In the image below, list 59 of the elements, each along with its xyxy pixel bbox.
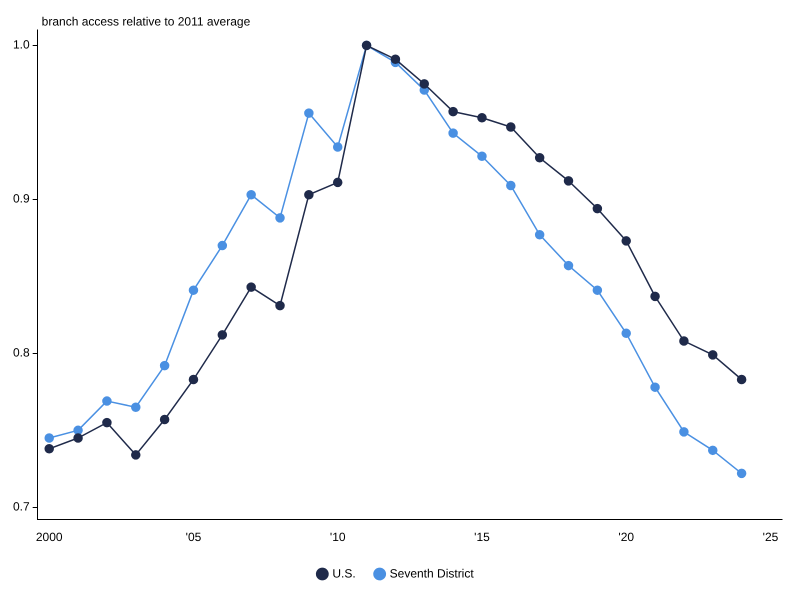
y-tick-label: 0.8	[12, 346, 30, 360]
point	[448, 106, 458, 116]
point	[679, 427, 689, 437]
x-tick-label: '15	[474, 530, 490, 544]
legend-label: Seventh District	[390, 566, 474, 580]
point	[650, 292, 660, 302]
point	[332, 178, 342, 188]
point	[44, 444, 54, 454]
x-tick-label: '05	[186, 530, 202, 544]
point	[390, 54, 400, 64]
point	[304, 108, 314, 118]
x-tick-label: 2000	[36, 530, 63, 544]
point	[188, 285, 198, 295]
point	[679, 336, 689, 346]
y-tick-label: 0.9	[12, 192, 30, 206]
legend-label: U.S.	[332, 566, 356, 580]
point	[73, 426, 83, 436]
x-tick-label: '10	[330, 530, 346, 544]
point	[188, 374, 198, 384]
point	[592, 204, 602, 214]
point	[506, 180, 516, 190]
point	[246, 190, 256, 200]
point	[506, 122, 516, 132]
point	[246, 282, 256, 292]
point	[564, 176, 574, 186]
point	[160, 360, 170, 370]
point	[304, 190, 314, 200]
x-tick-label: '25	[762, 530, 779, 544]
point	[736, 374, 746, 384]
y-axis-title: branch access relative to 2011 average	[42, 14, 251, 28]
point	[275, 213, 285, 223]
point	[275, 300, 285, 310]
point	[102, 418, 112, 428]
point	[708, 350, 718, 360]
point	[160, 414, 170, 424]
point	[708, 446, 718, 456]
point	[448, 128, 458, 138]
point	[131, 450, 141, 460]
point	[621, 328, 631, 338]
point	[534, 230, 544, 240]
point	[420, 79, 430, 89]
point	[736, 468, 746, 478]
point	[44, 433, 54, 443]
point	[477, 152, 487, 161]
point	[131, 402, 141, 412]
point	[592, 285, 602, 295]
point	[621, 236, 631, 246]
y-tick-label: 0.7	[12, 500, 30, 514]
y-tick-label: 1.0	[12, 38, 30, 52]
point	[73, 433, 83, 443]
x-tick-label: '20	[618, 530, 634, 544]
point	[534, 153, 544, 163]
point	[218, 240, 228, 250]
point	[218, 330, 228, 340]
point	[477, 113, 487, 123]
point	[332, 142, 342, 152]
point	[102, 396, 112, 406]
point	[564, 260, 574, 270]
point	[650, 382, 660, 392]
